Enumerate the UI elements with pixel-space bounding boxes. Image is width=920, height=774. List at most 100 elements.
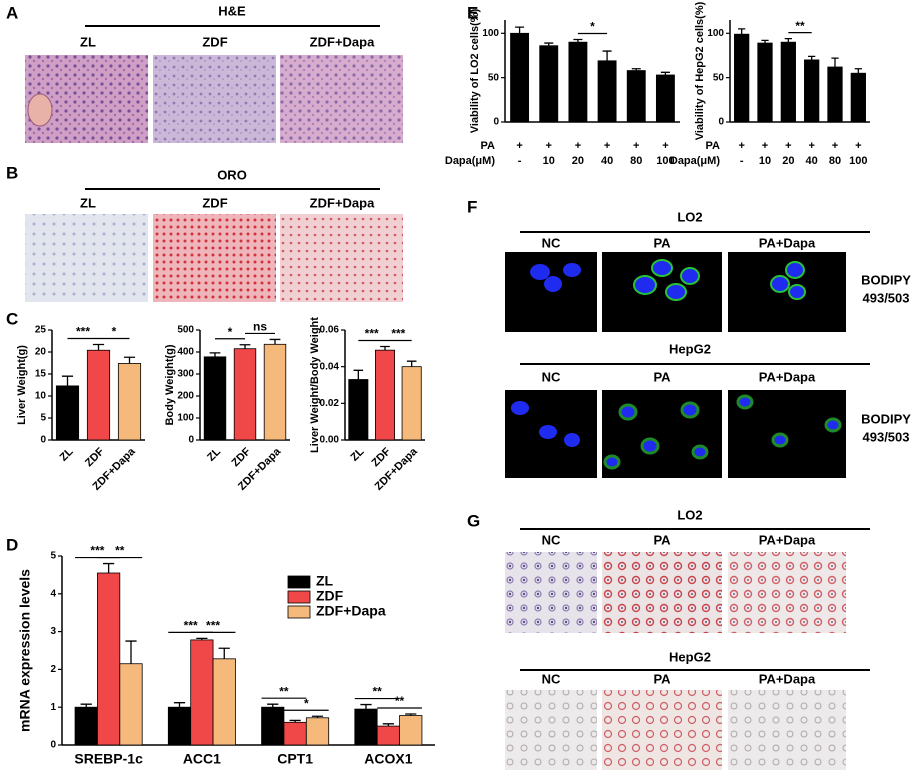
error-bar: [660, 71, 670, 75]
y-tick-label: 500: [177, 325, 194, 336]
column-label: ZL: [80, 34, 96, 49]
error-bar: [406, 360, 417, 367]
micrograph: [153, 55, 276, 143]
significance-label: **: [115, 544, 125, 558]
significance-label: ***: [184, 619, 198, 633]
y-tick-label: 0: [40, 435, 46, 446]
error-bar: [218, 647, 230, 659]
error-bar: [209, 352, 221, 357]
y-tick-label: 300: [177, 369, 194, 380]
y-axis-label: Viability of HepG2 cells(%): [694, 1, 706, 140]
error-bar: [602, 50, 612, 61]
panel-label: A: [6, 3, 18, 22]
y-tick-label: 400: [177, 347, 194, 358]
y-tick-label: 0: [718, 117, 724, 128]
legend-label: ZDF: [316, 588, 344, 604]
row-label: Dapa(μM): [445, 155, 495, 167]
error-bar: [405, 713, 417, 716]
group-title: LO2: [677, 507, 702, 522]
error-bar: [92, 343, 105, 351]
y-tick-label: 10: [35, 391, 47, 402]
bar: [827, 66, 843, 123]
micrograph: [728, 552, 846, 633]
bar: [597, 60, 617, 123]
legend-label: ZDF+Dapa: [316, 603, 386, 619]
error-bar: [239, 344, 251, 349]
y-tick-label: 15: [35, 369, 47, 380]
bar: [376, 725, 400, 746]
error-bar: [544, 42, 554, 46]
bar: [74, 706, 98, 746]
significance-label: *: [590, 20, 595, 34]
bar: [780, 41, 796, 123]
y-axis-label: Liver Weight(g): [16, 345, 28, 425]
bar: [86, 349, 111, 441]
error-bar: [631, 68, 641, 71]
micrograph: [505, 690, 597, 770]
x-tick-label: +: [785, 140, 791, 152]
y-tick-label: 100: [482, 28, 499, 39]
micrograph: [153, 214, 276, 302]
y-tick-label: 0.04: [320, 361, 340, 372]
micrograph: [602, 390, 722, 478]
error-bar: [311, 715, 324, 718]
error-bar: [353, 369, 364, 380]
bar: [734, 33, 750, 123]
y-tick-label: 0: [50, 740, 56, 751]
error-bar: [123, 356, 136, 364]
column-label: NC: [542, 369, 561, 384]
y-axis-label: mRNA expression levels: [17, 569, 33, 732]
panel-label: C: [6, 309, 18, 328]
error-bar: [360, 703, 372, 710]
y-tick-label: 100: [177, 413, 194, 424]
x-tick-label: 80: [829, 155, 841, 167]
group-title: LO2: [677, 209, 702, 224]
column-label: PA: [653, 532, 671, 547]
y-axis-label: Liver Weight/Body Weight: [309, 317, 321, 453]
column-label: PA+Dapa: [759, 369, 816, 384]
group-title: HepG2: [669, 341, 711, 356]
y-tick-label: 0: [188, 435, 194, 446]
row-label: Dapa(μM): [670, 155, 720, 167]
x-tick-label: 10: [543, 155, 555, 167]
error-bar: [103, 562, 115, 574]
bar: [283, 721, 307, 746]
significance-label: **: [795, 19, 805, 33]
legend-swatch: [287, 590, 311, 604]
y-tick-label: 0: [493, 117, 499, 128]
micrograph: [602, 552, 722, 633]
x-tick-label: 80: [630, 155, 642, 167]
x-tick-label: 100: [849, 155, 867, 167]
bar: [374, 349, 395, 441]
column-label: PA: [653, 369, 671, 384]
group-title: HepG2: [669, 649, 711, 664]
significance-label: *: [304, 696, 309, 710]
stain-label: BODIPY: [861, 411, 911, 426]
legend-swatch: [287, 605, 311, 619]
y-tick-label: 5: [40, 413, 46, 424]
significance-label: ***: [391, 327, 405, 341]
bar: [399, 715, 423, 746]
bar: [804, 59, 820, 123]
bar: [655, 74, 675, 123]
vessel: [27, 93, 53, 127]
x-tick-label: ZDF: [230, 445, 254, 469]
bar: [401, 366, 422, 441]
x-tick-label: ZL: [58, 446, 76, 464]
micrograph: [505, 252, 597, 332]
error-bar: [196, 637, 208, 640]
significance-label: **: [373, 685, 383, 699]
column-label: NC: [542, 671, 561, 686]
error-bar: [761, 39, 769, 44]
panel-label: D: [6, 535, 18, 554]
y-tick-label: 0.02: [320, 398, 340, 409]
error-bar: [173, 702, 186, 708]
significance-label: ***: [365, 327, 379, 341]
y-tick-label: 50: [713, 72, 725, 83]
stain-label: 493/503: [863, 290, 910, 305]
error-bar: [382, 723, 394, 727]
micrograph: [505, 552, 597, 633]
group-title: H&E: [218, 3, 246, 18]
bar: [626, 70, 646, 123]
